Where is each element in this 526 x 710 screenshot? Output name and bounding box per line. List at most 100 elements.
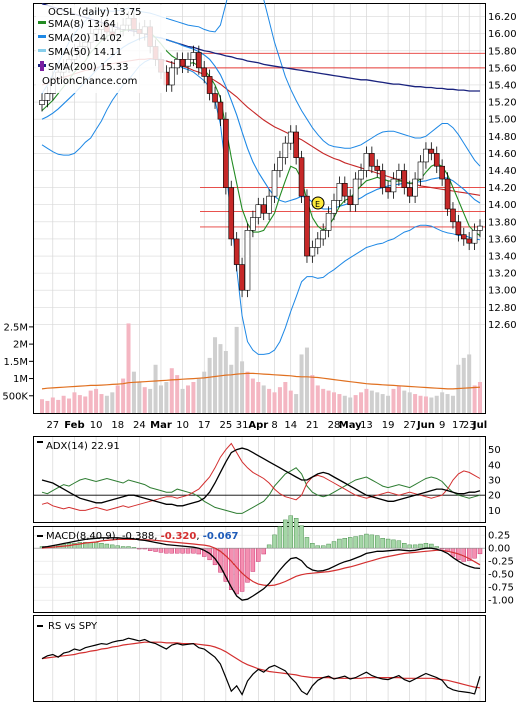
candle-body [455, 221, 462, 235]
volume-bar [267, 388, 272, 413]
rs-average-line [41, 641, 481, 689]
volume-bar [402, 390, 407, 413]
macd-legend: MACD(8,40,9), -0.388, -0.320, -0.067 [37, 531, 239, 542]
candle-body [309, 247, 316, 257]
legend-swatch-sma8 [38, 21, 46, 24]
legend-background [36, 5, 166, 93]
price-tick-label: 13.40 [488, 252, 517, 263]
volume-bar [261, 385, 266, 413]
candle-body [277, 157, 283, 171]
x-tick-label: 27 [46, 420, 59, 431]
volume-bar [175, 375, 180, 413]
volume-bar [56, 399, 61, 413]
price-tick-label: 15.80 [488, 46, 517, 57]
macd-tick-label: -0.25 [488, 557, 514, 568]
price-tick-label: 14.80 [488, 132, 517, 143]
price-tick-label: 16.00 [488, 29, 517, 40]
candle-body [174, 59, 180, 69]
candle-body [271, 170, 278, 197]
macd-legend-text: MACD(8,40,9), -0.388, -0.320, -0.067 [46, 531, 239, 542]
candle-body [201, 67, 208, 77]
indicator-layer [34, 442, 485, 696]
volume-bar [477, 382, 483, 413]
x-tick-label: 9 [439, 420, 445, 431]
volume-bar [429, 397, 434, 413]
candle-body [298, 157, 305, 197]
volume-bar [250, 378, 255, 413]
x-tick-label: 8 [271, 420, 277, 431]
candle-body [450, 208, 456, 223]
adx-legend: ADX(14) 22.91 [37, 441, 120, 452]
x-tick-label: 23 [463, 420, 476, 431]
x-tick-label: 24 [133, 420, 146, 431]
macd-histogram-bar [266, 544, 272, 549]
volume-bar [99, 394, 104, 413]
candle-body [412, 178, 418, 197]
volume-bar [191, 382, 196, 413]
volume-bar [294, 394, 299, 413]
x-tick-label: 18 [111, 420, 124, 431]
candle-body [185, 59, 191, 67]
price-tick-label: 15.60 [488, 63, 517, 74]
macd-histogram-bar [477, 548, 483, 555]
macd-histogram-bar [164, 548, 169, 554]
macd-histogram-bar [402, 543, 407, 549]
candle-body [363, 153, 370, 171]
x-tick-label: 21 [306, 420, 319, 431]
x-tick-label: Jul [472, 420, 487, 431]
volume-bar [218, 344, 223, 413]
macd-histogram-bar [110, 544, 115, 549]
candle-body [266, 195, 272, 214]
macd-comma-2: , [154, 531, 160, 542]
x-tick-label: Feb [64, 420, 84, 431]
price-tick-label: 13.60 [488, 234, 517, 245]
candle-body [428, 148, 435, 154]
earnings-marker-circle [311, 196, 325, 210]
volume-bar [115, 385, 120, 413]
volume-bar [126, 323, 131, 413]
volume-bar [245, 371, 250, 413]
volume-bar [180, 388, 185, 413]
price-tick-label: 14.60 [488, 149, 517, 160]
candle-body [466, 238, 472, 244]
volume-layer [39, 323, 483, 413]
macd-histogram-bar [342, 538, 348, 549]
volume-bar [434, 395, 439, 413]
candle-body [168, 67, 175, 86]
candle-body [471, 230, 478, 244]
candle-body [293, 131, 299, 158]
legend-candle-icon [40, 61, 44, 71]
candle-body [390, 178, 397, 193]
volume-bar [94, 388, 99, 413]
candle-body [217, 101, 224, 120]
x-tick-label: Jun [416, 420, 435, 431]
macd-histogram-bar [158, 548, 164, 553]
volume-bar [391, 388, 396, 413]
earnings-marker-glyph: E [315, 200, 320, 209]
candle-body [401, 170, 408, 188]
macd-histogram-bar [396, 540, 402, 549]
volume-bar [256, 382, 261, 413]
rs-legend-swatch [37, 625, 43, 627]
macd-signal-line [41, 538, 481, 587]
volume-bar [234, 326, 239, 413]
legend-item-sma50: SMA(50) 14.11 [48, 47, 122, 58]
volume-bar [169, 368, 174, 413]
macd-histogram-bar [99, 543, 104, 549]
volume-bar [164, 382, 169, 413]
volume-tick-label: 500K [2, 391, 28, 402]
volume-bar [321, 388, 326, 413]
candle-body [439, 165, 445, 180]
candle-body [314, 238, 321, 248]
rs-legend: RS vs SPY [37, 621, 98, 632]
macd-histogram-bar [191, 548, 196, 554]
macd-value: -0.388 [122, 531, 154, 542]
volume-bar [158, 385, 163, 413]
volume-bar [121, 378, 126, 413]
volume-bar [396, 385, 401, 413]
macd-tick-label: 0.25 [488, 531, 510, 542]
volume-bar [304, 347, 309, 413]
volume-bar [386, 395, 391, 413]
